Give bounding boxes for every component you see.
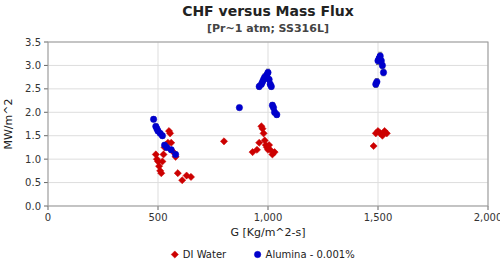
point xyxy=(220,138,227,145)
y-grid-line xyxy=(48,112,488,113)
point xyxy=(172,151,178,157)
point xyxy=(268,83,274,89)
y-grid-line xyxy=(48,135,488,136)
point xyxy=(374,79,380,85)
point xyxy=(159,133,165,139)
chart: CHF versus Mass Flux [Pr~1 atm; SS316L] 0 5… xyxy=(0,0,500,269)
x-tick xyxy=(48,206,49,210)
y-grid-line xyxy=(48,65,488,66)
point xyxy=(179,177,186,184)
point xyxy=(158,170,165,177)
x-tick xyxy=(488,206,489,210)
y-tick-label: 1.0 xyxy=(25,154,41,165)
x-axis-label: G [Kg/m^2-s] xyxy=(230,226,305,239)
x-tick-label: 2,000 xyxy=(474,212,500,223)
point xyxy=(150,116,156,122)
chart-container: CHF versus Mass Flux [Pr~1 atm; SS316L] 0 5… xyxy=(0,0,500,269)
x-grid-line xyxy=(378,42,379,206)
point xyxy=(383,130,390,137)
y-tick xyxy=(44,88,48,89)
x-tick-label: 500 xyxy=(148,212,167,223)
y-tick xyxy=(44,42,48,43)
point xyxy=(187,173,194,180)
legend-label: DI Water xyxy=(183,249,227,260)
point xyxy=(159,158,166,165)
x-tick xyxy=(158,206,159,210)
title: CHF versus Mass Flux xyxy=(182,3,354,19)
y-tick xyxy=(44,182,48,183)
y-tick xyxy=(44,65,48,66)
x-tick-label: 1,000 xyxy=(254,212,283,223)
point xyxy=(265,69,271,75)
x-tick xyxy=(268,206,269,210)
y-tick-label: 2.0 xyxy=(25,107,41,118)
point xyxy=(253,146,260,153)
y-tick-label: 1.5 xyxy=(25,130,41,141)
legend-swatch xyxy=(254,251,260,257)
y-tick-label: 3.5 xyxy=(25,37,41,48)
y-tick xyxy=(44,135,48,136)
point xyxy=(174,170,181,177)
legend: DI Water Alumina - 0.001% xyxy=(171,249,354,260)
y-grid-line xyxy=(48,159,488,160)
y-tick xyxy=(44,206,48,207)
point xyxy=(236,104,242,110)
grid xyxy=(48,42,488,206)
x-tick-label: 0 xyxy=(45,212,51,223)
x-grid-line xyxy=(268,42,269,206)
point xyxy=(370,142,377,149)
point xyxy=(160,151,167,158)
x-tick-label: 1,500 xyxy=(364,212,393,223)
point xyxy=(379,62,385,68)
y-grid-line xyxy=(48,88,488,89)
y-tick xyxy=(44,112,48,113)
y-tick xyxy=(44,159,48,160)
y-grid-line xyxy=(48,182,488,183)
subtitle: [Pr~1 atm; SS316L] xyxy=(207,22,329,35)
series xyxy=(150,52,386,157)
plot-frame xyxy=(48,42,488,206)
legend-swatch xyxy=(171,251,178,258)
y-tick-label: 0.5 xyxy=(25,177,41,188)
y-axis-label: MW/m^2 xyxy=(2,98,15,149)
point xyxy=(167,130,174,137)
point xyxy=(260,130,267,137)
legend-label: Alumina - 0.001% xyxy=(266,249,355,260)
point xyxy=(274,111,280,117)
y-tick-label: 2.5 xyxy=(25,83,41,94)
marks xyxy=(150,52,390,184)
x-tick xyxy=(378,206,379,210)
series xyxy=(152,123,390,184)
point xyxy=(271,149,278,156)
y-tick-label: 3.0 xyxy=(25,60,41,71)
y-tick-label: 0.0 xyxy=(25,201,41,212)
point xyxy=(380,69,386,75)
